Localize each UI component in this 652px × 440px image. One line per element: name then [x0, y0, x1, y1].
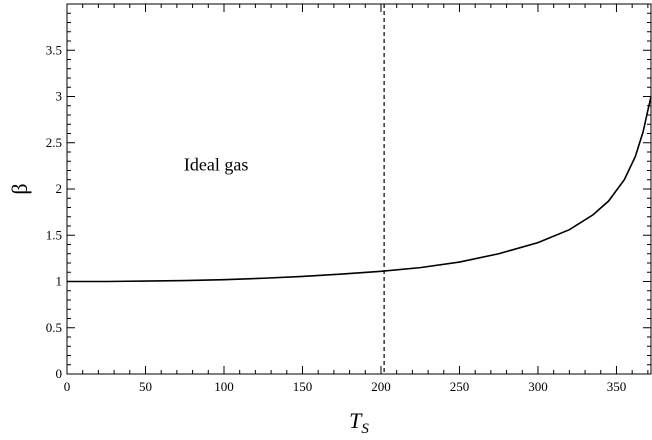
x-axis-label-subscript: S [361, 421, 369, 437]
x-tick-label: 300 [528, 379, 548, 394]
x-tick-label: 50 [139, 379, 152, 394]
y-tick-label: 1.5 [46, 227, 62, 242]
x-tick-label: 250 [450, 379, 470, 394]
y-tick-label: 1 [56, 274, 63, 289]
x-axis-label-main: T [349, 408, 363, 433]
y-tick-label: 0.5 [46, 320, 62, 335]
y-tick-label: 0 [56, 366, 63, 381]
x-tick-label: 150 [293, 379, 313, 394]
x-tick-label: 350 [607, 379, 627, 394]
x-tick-label: 100 [214, 379, 234, 394]
y-tick-label: 3.5 [46, 42, 62, 57]
x-tick-label: 200 [371, 379, 391, 394]
y-axis-label: β [7, 183, 32, 194]
x-tick-label: 0 [64, 379, 71, 394]
series-line [67, 96, 652, 283]
y-tick-label: 2 [56, 181, 63, 196]
y-tick-label: 3 [56, 89, 63, 104]
plot-frame [66, 3, 652, 375]
ticks-layer: 0 50 100 150 200 250 300 350 0 0.5 1 1.5 2 2.5 3 3.5 [46, 4, 651, 394]
annotation-ideal-gas: Ideal gas [184, 155, 248, 175]
x-axis-label: TS [349, 408, 369, 437]
y-tick-label: 2.5 [46, 135, 62, 150]
